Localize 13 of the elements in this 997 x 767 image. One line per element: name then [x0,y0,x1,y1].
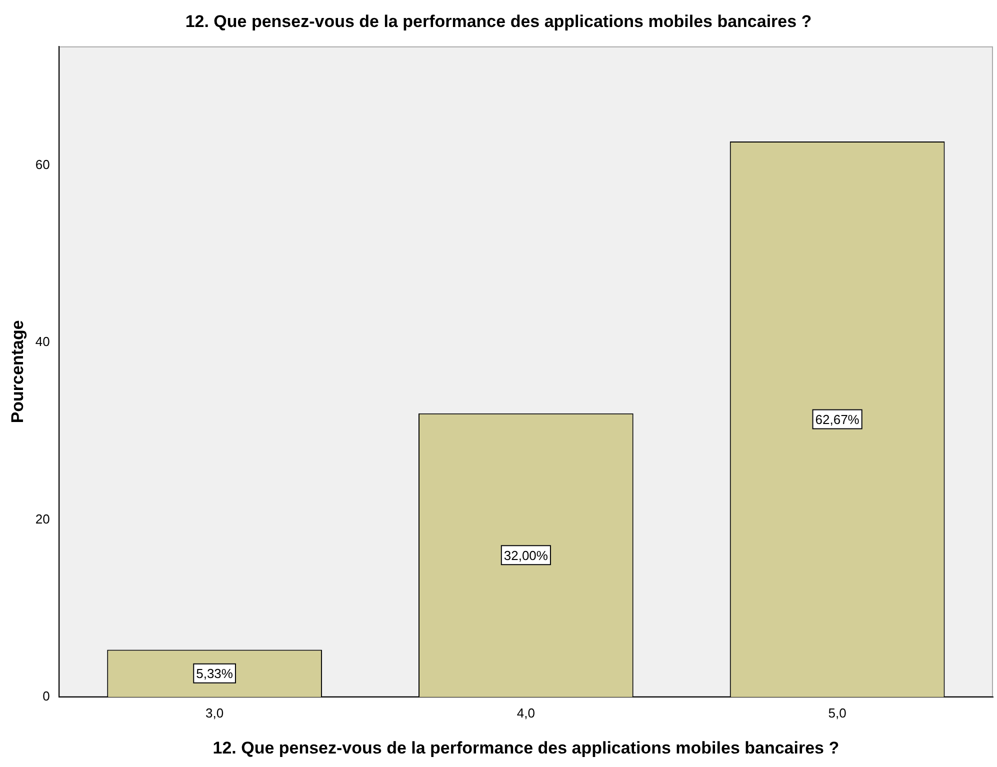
x-tick-label: 4,0 [516,705,535,720]
y-tick-label: 20 [35,511,50,526]
chart-title: 12. Que pensez-vous de la performance des applications mobiles bancaires ? [185,12,812,31]
data-label: 32,00% [504,548,548,563]
y-tick-label: 40 [35,334,50,350]
y-axis-title: Pourcentage [8,320,27,424]
y-tick-label: 0 [42,688,50,704]
y-tick-label: 60 [35,156,50,172]
data-label: 62,67% [815,412,860,427]
x-axis-title: 12. Que pensez-vous de la performance des applications mobiles bancaires ? [212,738,840,758]
data-label: 5,33% [196,666,234,681]
x-tick-label: 5,0 [828,705,846,720]
x-tick-label: 3,0 [206,705,224,720]
